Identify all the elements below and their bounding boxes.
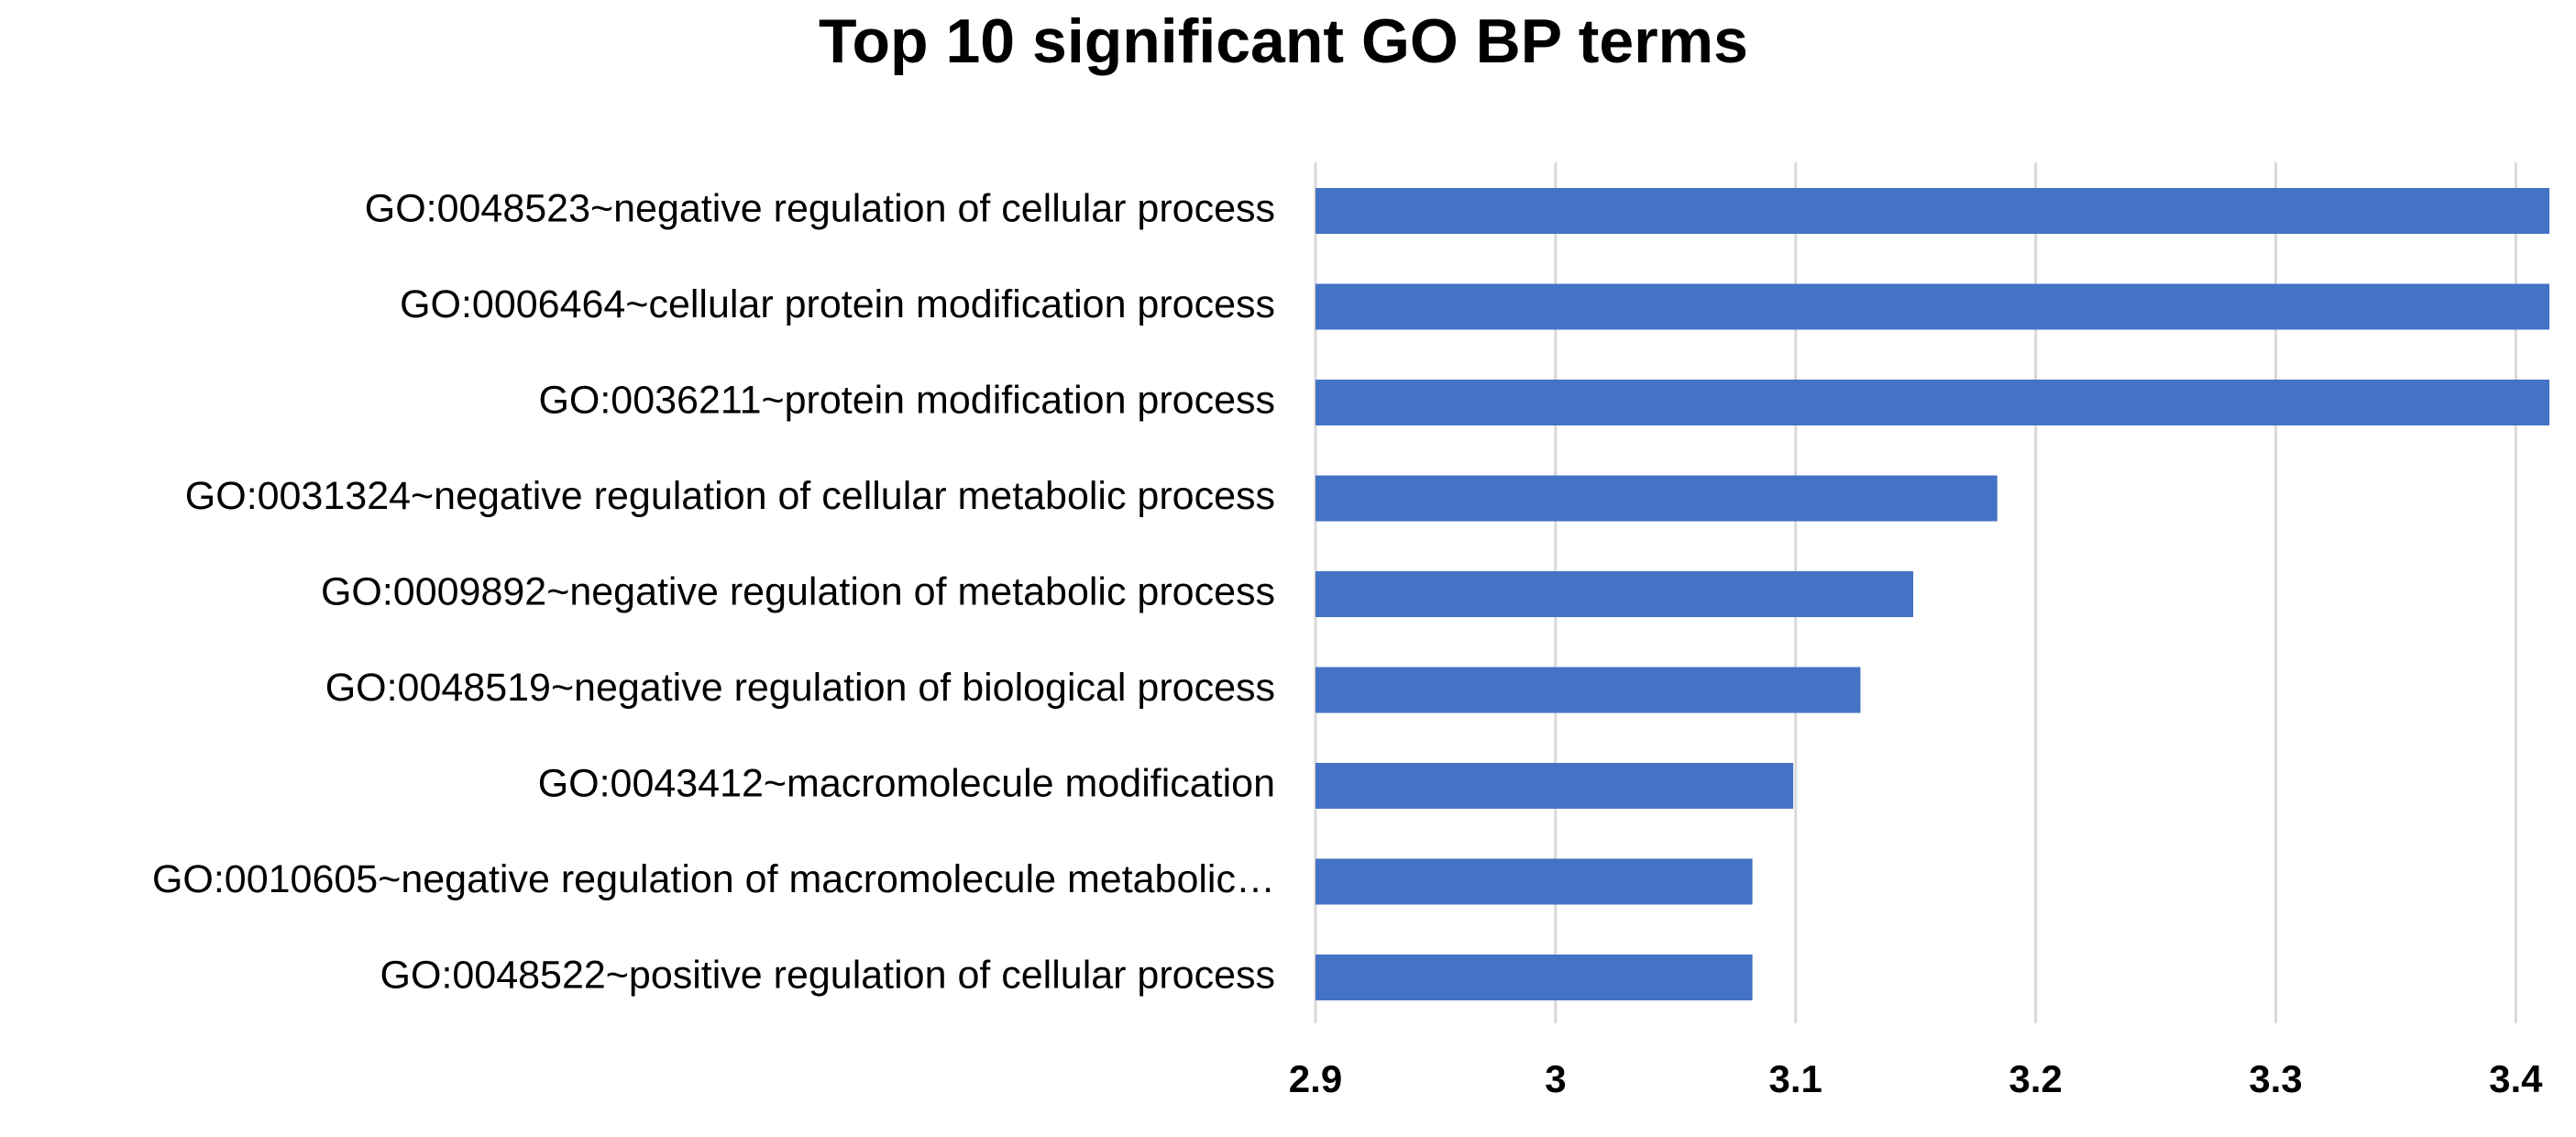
bar (1316, 571, 1914, 617)
bar (1316, 380, 2549, 425)
bar (1316, 475, 1998, 522)
bar (1316, 283, 2549, 330)
y-tick-label: GO:0010605~negative regulation of macrom… (152, 857, 1275, 901)
x-tick-label: 3 (1545, 1057, 1566, 1100)
x-tick-label: 3.1 (1769, 1057, 1822, 1100)
bar (1316, 667, 1861, 713)
y-tick-label: GO:0006464~cellular protein modification… (400, 282, 1275, 326)
x-tick-label: 3.2 (2009, 1057, 2062, 1100)
bar (1316, 955, 1753, 1000)
y-tick-label: GO:0036211~protein modification process (538, 378, 1275, 422)
bar (1316, 763, 1794, 809)
y-tick-label: GO:0043412~macromolecule modification (538, 761, 1275, 805)
bar (1316, 858, 1753, 905)
y-tick-label: GO:0031324~negative regulation of cellul… (185, 474, 1275, 518)
x-tick-label: 2.9 (1289, 1057, 1342, 1100)
x-tick-label: 3.3 (2249, 1057, 2302, 1100)
y-tick-label: GO:0048523~negative regulation of cellul… (365, 186, 1275, 230)
y-tick-label: GO:0048519~negative regulation of biolog… (325, 666, 1275, 710)
y-tick-label: GO:0009892~negative regulation of metabo… (321, 569, 1275, 613)
bar (1316, 188, 2549, 234)
x-tick-label: 3.4 (2489, 1057, 2543, 1100)
y-tick-label: GO:0048522~positive regulation of cellul… (380, 953, 1275, 997)
chart-title: Top 10 significant GO BP terms (819, 6, 1748, 76)
